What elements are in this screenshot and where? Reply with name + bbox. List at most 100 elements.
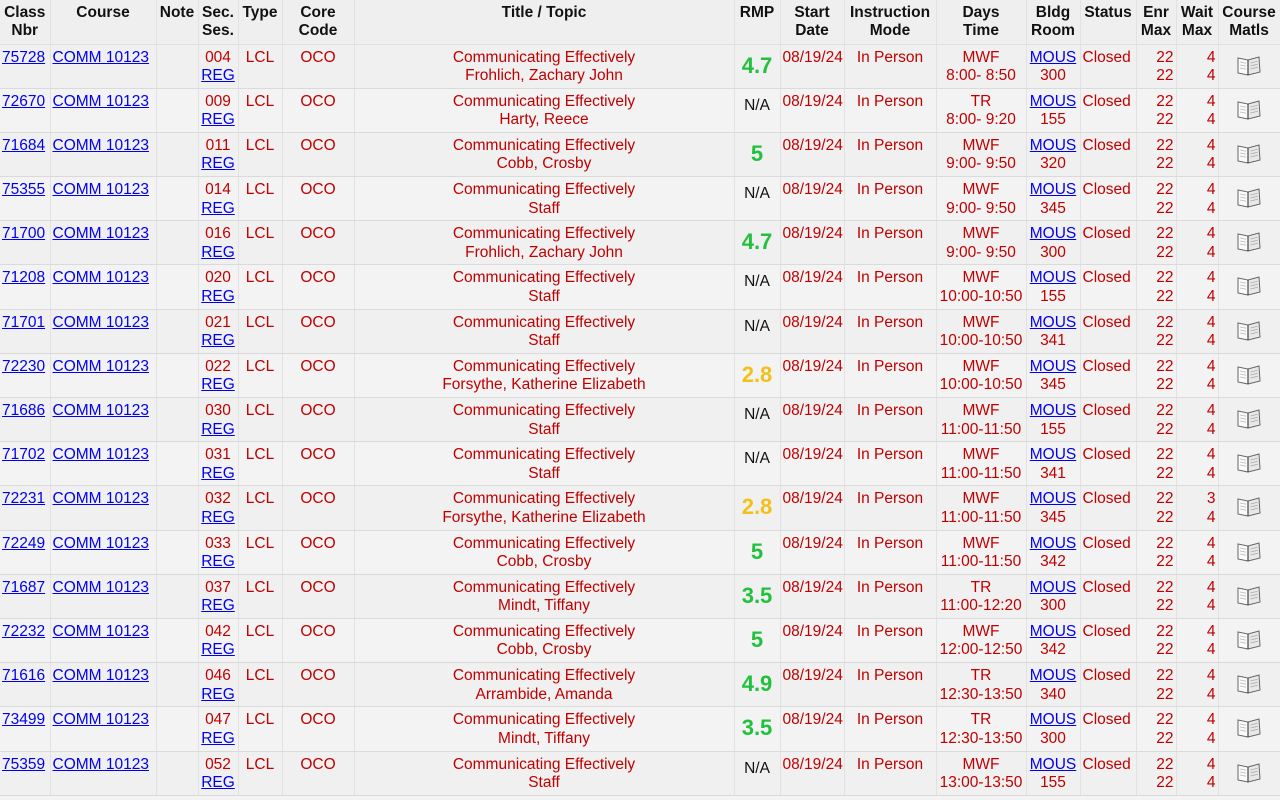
class-nbr-link[interactable]: 72231 <box>2 490 46 508</box>
building-link[interactable]: MOUS <box>1029 667 1077 685</box>
class-nbr-link[interactable]: 71700 <box>2 225 46 243</box>
building-link[interactable]: MOUS <box>1029 711 1077 729</box>
building-link[interactable]: MOUS <box>1029 490 1077 508</box>
session-link[interactable]: REG <box>201 243 235 261</box>
course-link[interactable]: COMM 10123 <box>52 446 149 464</box>
class-nbr-link[interactable]: 71686 <box>2 402 46 419</box>
building-link[interactable]: MOUS <box>1029 225 1077 243</box>
book-icon[interactable] <box>1235 273 1263 303</box>
course-link[interactable]: COMM 10123 <box>52 755 149 773</box>
class-nbr-link[interactable]: 71208 <box>2 269 46 287</box>
session-link[interactable]: REG <box>201 508 235 526</box>
book-icon[interactable] <box>1235 583 1263 613</box>
building-link[interactable]: MOUS <box>1029 402 1077 419</box>
building-link[interactable]: MOUS <box>1029 622 1077 640</box>
header-enr-max[interactable]: Enr Max <box>1136 0 1177 45</box>
session-link[interactable]: REG <box>201 199 235 217</box>
header-bldg-room[interactable]: Bldg Room <box>1026 0 1081 45</box>
course-link[interactable]: COMM 10123 <box>52 92 149 110</box>
course-link[interactable]: COMM 10123 <box>52 313 149 331</box>
header-type[interactable]: Type <box>238 0 283 45</box>
rmp-rating[interactable]: 4.7 <box>741 52 773 78</box>
building-link[interactable]: MOUS <box>1029 136 1077 154</box>
building-link[interactable]: MOUS <box>1029 446 1077 464</box>
rmp-rating[interactable]: N/A <box>744 759 770 777</box>
session-link[interactable]: REG <box>201 597 235 615</box>
course-link[interactable]: COMM 10123 <box>52 578 149 596</box>
header-note[interactable]: Note <box>156 0 199 45</box>
building-link[interactable]: MOUS <box>1029 181 1077 199</box>
header-days-time[interactable]: Days Time <box>936 0 1027 45</box>
rmp-rating[interactable]: N/A <box>744 273 770 291</box>
header-instruction-mode[interactable]: Instruction Mode <box>844 0 937 45</box>
book-icon[interactable] <box>1235 539 1263 569</box>
course-link[interactable]: COMM 10123 <box>52 711 149 729</box>
building-link[interactable]: MOUS <box>1029 269 1077 287</box>
course-link[interactable]: COMM 10123 <box>52 357 149 375</box>
class-nbr-link[interactable]: 71702 <box>2 446 46 464</box>
header-course-matls[interactable]: Course Matls <box>1218 0 1280 45</box>
header-rmp[interactable]: RMP <box>734 0 781 45</box>
course-link[interactable]: COMM 10123 <box>52 48 149 66</box>
header-start-date[interactable]: Start Date <box>780 0 845 45</box>
class-nbr-link[interactable]: 71616 <box>2 667 46 685</box>
header-status[interactable]: Status <box>1080 0 1137 45</box>
session-link[interactable]: REG <box>201 553 235 571</box>
course-link[interactable]: COMM 10123 <box>52 225 149 243</box>
book-icon[interactable] <box>1235 362 1263 392</box>
book-icon[interactable] <box>1235 450 1263 480</box>
building-link[interactable]: MOUS <box>1029 755 1077 773</box>
book-icon[interactable] <box>1235 715 1263 745</box>
course-link[interactable]: COMM 10123 <box>52 136 149 154</box>
book-icon[interactable] <box>1235 97 1263 127</box>
book-icon[interactable] <box>1235 318 1263 348</box>
rmp-rating[interactable]: 2.8 <box>741 361 773 387</box>
session-link[interactable]: REG <box>201 464 235 482</box>
building-link[interactable]: MOUS <box>1029 357 1077 375</box>
class-nbr-link[interactable]: 72232 <box>2 622 46 640</box>
book-icon[interactable] <box>1235 671 1263 701</box>
header-title-topic[interactable]: Title / Topic <box>354 0 735 45</box>
header-class-nbr[interactable]: Class Nbr <box>0 0 51 45</box>
class-nbr-link[interactable]: 73499 <box>2 711 46 729</box>
rmp-rating[interactable]: N/A <box>744 317 770 335</box>
course-link[interactable]: COMM 10123 <box>52 490 149 508</box>
session-link[interactable]: REG <box>201 332 235 350</box>
course-link[interactable]: COMM 10123 <box>52 269 149 287</box>
session-link[interactable]: REG <box>201 155 235 173</box>
session-link[interactable]: REG <box>201 111 235 129</box>
course-link[interactable]: COMM 10123 <box>52 667 149 685</box>
session-link[interactable]: REG <box>201 287 235 305</box>
building-link[interactable]: MOUS <box>1029 48 1077 66</box>
rmp-rating[interactable]: 4.7 <box>741 229 773 255</box>
header-core-code[interactable]: Core Code <box>282 0 355 45</box>
book-icon[interactable] <box>1235 141 1263 171</box>
book-icon[interactable] <box>1235 53 1263 83</box>
rmp-rating[interactable]: N/A <box>744 450 770 468</box>
class-nbr-link[interactable]: 72670 <box>2 92 46 110</box>
rmp-rating[interactable]: 4.9 <box>741 671 773 697</box>
rmp-rating[interactable]: N/A <box>744 96 770 114</box>
rmp-rating[interactable]: 5 <box>750 538 764 564</box>
session-link[interactable]: REG <box>201 685 235 703</box>
header-wait-max[interactable]: Wait Max <box>1176 0 1219 45</box>
class-nbr-link[interactable]: 72249 <box>2 534 46 552</box>
rmp-rating[interactable]: 5 <box>750 140 764 166</box>
class-nbr-link[interactable]: 75359 <box>2 755 46 773</box>
rmp-rating[interactable]: N/A <box>744 406 770 423</box>
class-nbr-link[interactable]: 71687 <box>2 578 46 596</box>
book-icon[interactable] <box>1235 406 1263 436</box>
class-nbr-link[interactable]: 72230 <box>2 357 46 375</box>
class-nbr-link[interactable]: 71684 <box>2 136 46 154</box>
book-icon[interactable] <box>1235 185 1263 215</box>
course-link[interactable]: COMM 10123 <box>52 402 149 419</box>
book-icon[interactable] <box>1235 760 1263 790</box>
class-nbr-link[interactable]: 75355 <box>2 181 46 199</box>
header-course[interactable]: Course <box>50 0 157 45</box>
book-icon[interactable] <box>1235 627 1263 657</box>
book-icon[interactable] <box>1235 229 1263 259</box>
course-link[interactable]: COMM 10123 <box>52 181 149 199</box>
rmp-rating[interactable]: 3.5 <box>741 715 773 741</box>
book-icon[interactable] <box>1235 494 1263 524</box>
building-link[interactable]: MOUS <box>1029 534 1077 552</box>
